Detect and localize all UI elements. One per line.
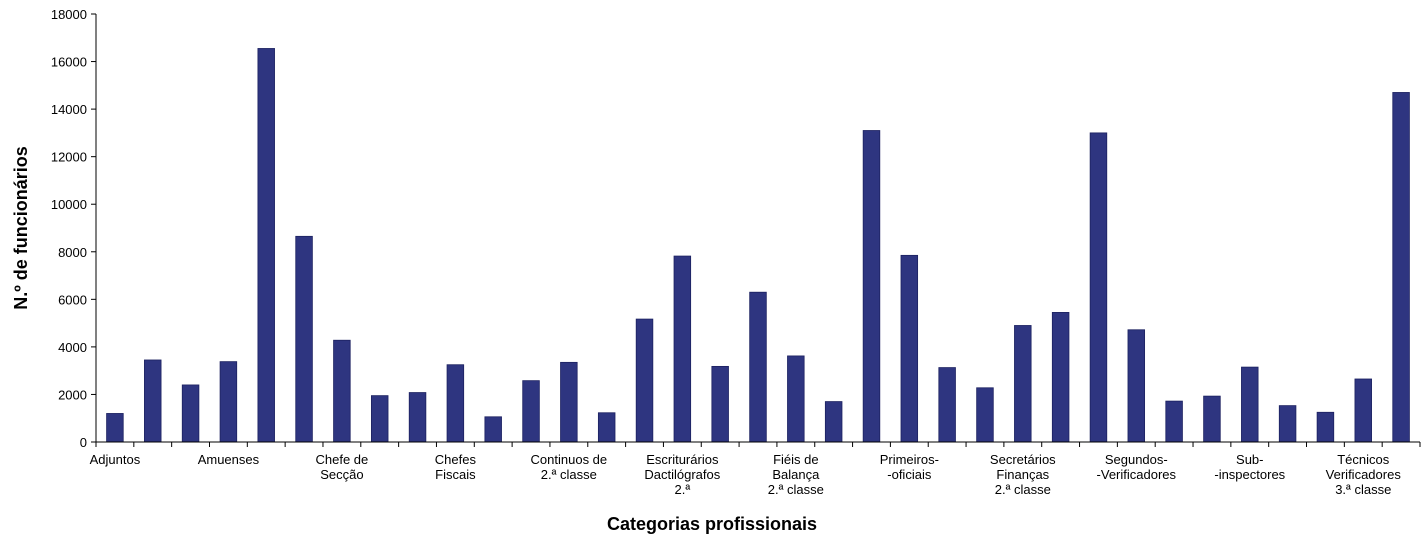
bar — [219, 361, 238, 443]
y-tick-label: 6000 — [58, 292, 87, 307]
bar — [1392, 92, 1410, 443]
category-label: Fiéis de Balança 2.ª classe — [768, 452, 824, 497]
category-label-line: Chefes — [435, 452, 477, 467]
category-label-line: 2.ª classe — [541, 467, 597, 482]
y-tick-label: 14000 — [51, 102, 87, 117]
category-label-line: Secção — [320, 467, 363, 482]
category-label: Técnicos Verificadores 3.ª classe — [1326, 452, 1402, 497]
bar — [1089, 132, 1108, 443]
bar — [824, 401, 843, 443]
bar — [1241, 366, 1259, 443]
category-label-line: -inspectores — [1214, 467, 1285, 482]
axes-group — [95, 14, 1420, 443]
bar — [1014, 325, 1032, 443]
category-label-line: Segundos- — [1105, 452, 1168, 467]
bar — [673, 255, 692, 443]
y-ticks-group: 0 2000 4000 6000 8000 10000 12000 14000 16000 180… — [51, 7, 96, 450]
x-axis-title: Categorias profissionais — [607, 514, 817, 534]
bar — [900, 254, 919, 443]
category-label-line: Primeiros- — [880, 452, 939, 467]
bar — [370, 395, 389, 443]
category-label-line: Verificadores — [1326, 467, 1402, 482]
bar — [1127, 329, 1146, 443]
category-label-line: 2.ª classe — [768, 482, 824, 497]
bar — [144, 359, 162, 443]
category-label: Sub--inspectores — [1214, 452, 1285, 482]
category-label-line: Fiéis de — [773, 452, 819, 467]
y-tick-label: 4000 — [58, 340, 87, 355]
category-label-line: Escriturários — [646, 452, 719, 467]
category-label: Chefes Fiscais — [435, 452, 477, 482]
bar — [1051, 312, 1070, 443]
y-tick-label: 18000 — [51, 7, 87, 22]
y-tick-label: 8000 — [58, 245, 87, 260]
category-label-line: -Verificadores — [1097, 467, 1177, 482]
category-label-line: Amuenses — [198, 452, 260, 467]
y-tick-label: 12000 — [51, 150, 87, 165]
category-label: Escriturários Dactilógrafos 2.ª — [644, 452, 720, 497]
bar — [522, 380, 540, 443]
bar — [1278, 405, 1297, 443]
bar — [181, 384, 200, 443]
bar — [749, 291, 767, 443]
category-label-line: Fiscais — [435, 467, 476, 482]
bar — [635, 318, 654, 443]
category-label-line: 2.ª classe — [995, 482, 1051, 497]
category-label-line: 3.ª classe — [1335, 482, 1391, 497]
bar — [333, 339, 351, 443]
bar — [597, 412, 616, 443]
bar — [560, 361, 578, 443]
y-tick-label: 2000 — [58, 387, 87, 402]
category-label-line: Dactilógrafos — [644, 467, 720, 482]
category-label-line: Balança — [772, 467, 820, 482]
category-label: Amuenses — [198, 452, 260, 467]
bar — [484, 416, 502, 443]
category-label-line: Chefe de — [316, 452, 369, 467]
x-ticks-group — [95, 442, 1421, 447]
bar — [1165, 400, 1183, 443]
category-label-line: 2.ª — [675, 482, 691, 497]
bar — [1203, 395, 1221, 443]
category-label-line: Continuos de — [531, 452, 608, 467]
bar — [1316, 411, 1335, 443]
bar — [106, 413, 124, 443]
category-label-line: Secretários — [990, 452, 1056, 467]
bar — [711, 365, 729, 443]
bar — [295, 235, 313, 443]
bar — [862, 130, 881, 443]
bar — [257, 48, 275, 443]
bar — [408, 392, 427, 443]
category-labels-group: Adjuntos Amuenses Chefe de Secção Chefes Fisc… — [90, 452, 1402, 497]
category-label-line: -oficiais — [887, 467, 932, 482]
category-label: Adjuntos — [90, 452, 141, 467]
bar — [1354, 378, 1372, 443]
category-label-line: Técnicos — [1337, 452, 1390, 467]
category-label-line: Finanças — [996, 467, 1049, 482]
y-tick-label: 16000 — [51, 55, 87, 70]
bar — [976, 387, 994, 443]
category-label-line: Sub- — [1236, 452, 1263, 467]
bar — [938, 367, 956, 443]
bars-group — [106, 48, 1410, 443]
category-label: Primeiros--oficiais — [880, 452, 939, 482]
y-axis-title: N.º de funcionários — [11, 146, 31, 310]
bar — [787, 355, 805, 443]
category-label: Secretários Finanças 2.ª classe — [990, 452, 1056, 497]
category-label: Continuos de 2.ª classe — [531, 452, 608, 482]
category-label: Chefe de Secção — [316, 452, 369, 482]
bar — [446, 364, 465, 443]
y-tick-label: 10000 — [51, 197, 87, 212]
y-tick-label: 0 — [80, 435, 87, 450]
category-label-line: Adjuntos — [90, 452, 141, 467]
category-label: Segundos--Verificadores — [1097, 452, 1177, 482]
